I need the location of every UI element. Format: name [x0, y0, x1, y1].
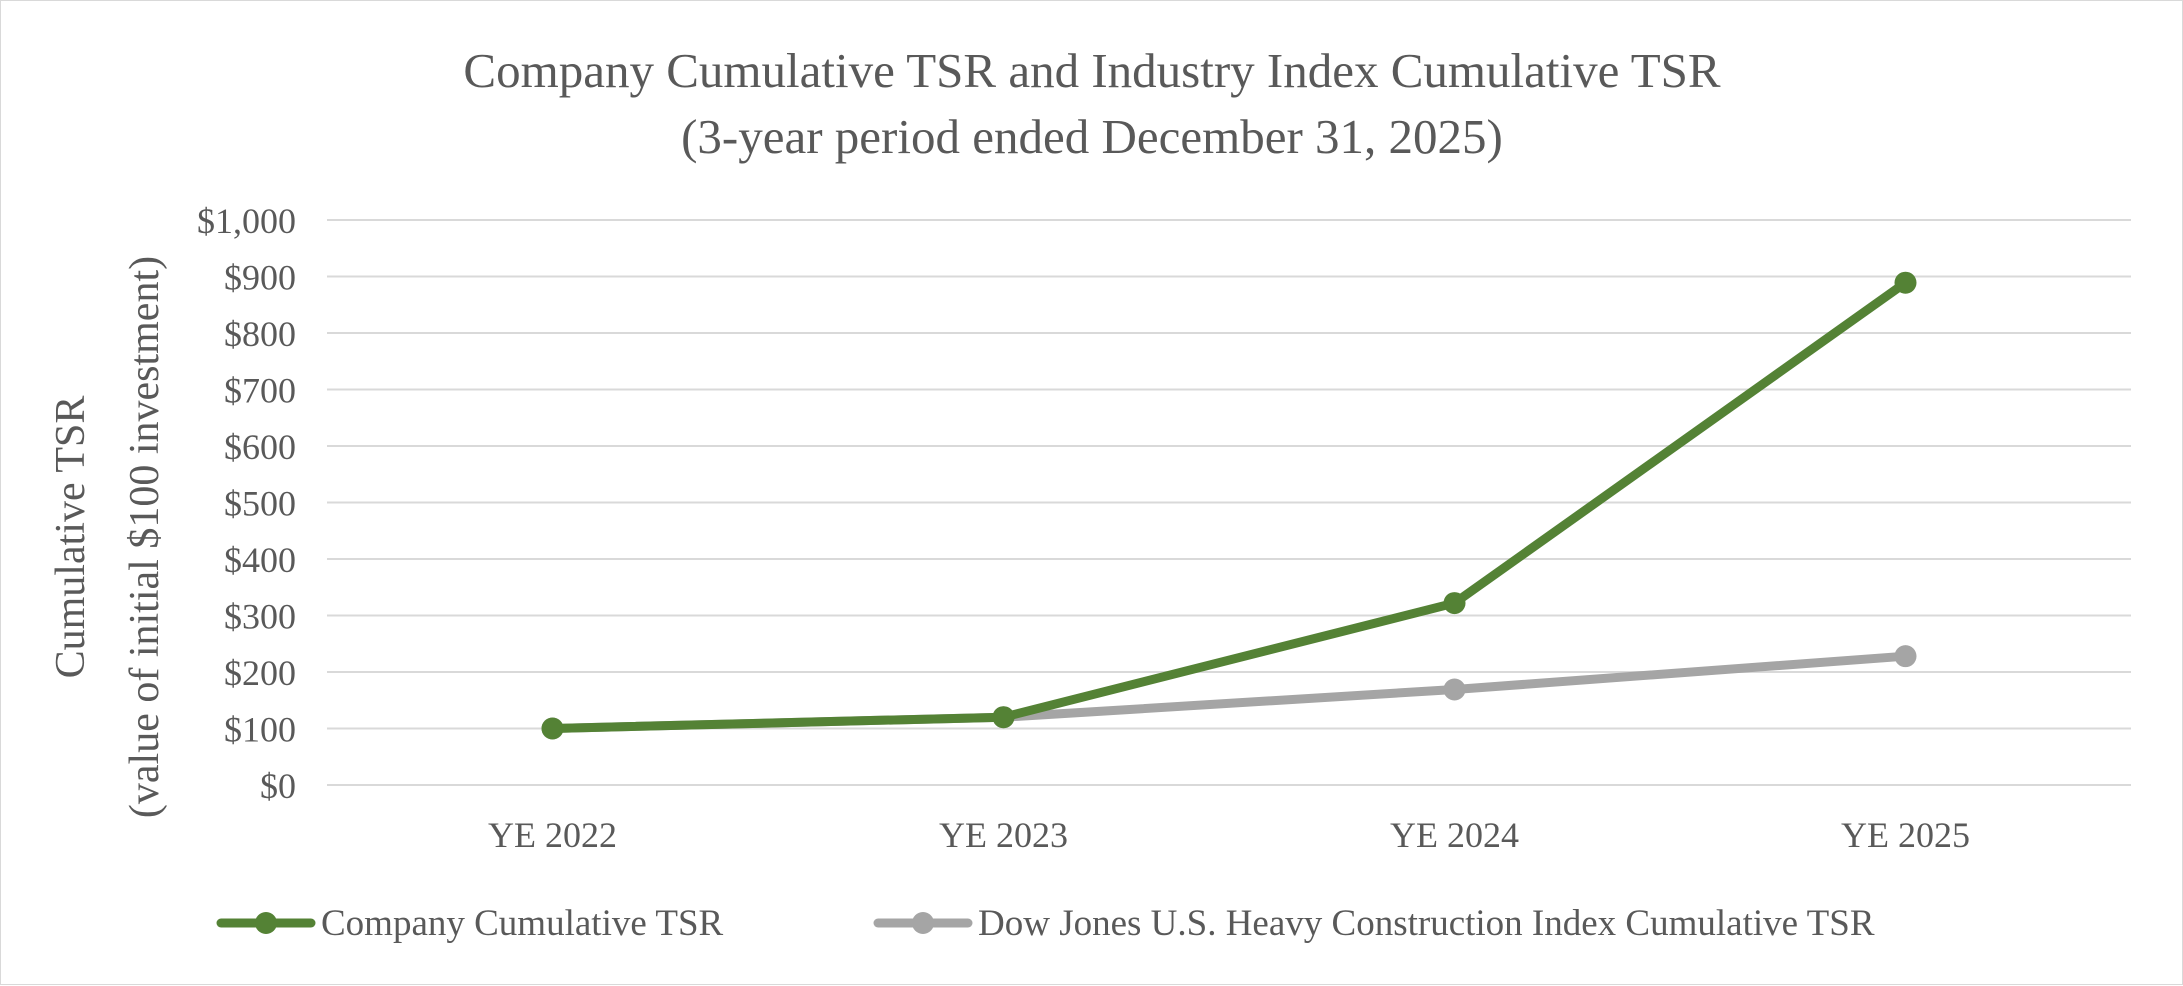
y-tick-label: $400	[224, 540, 296, 580]
y-tick-label: $500	[224, 484, 296, 524]
y-tick-label: $300	[224, 597, 296, 637]
data-point	[541, 717, 564, 740]
y-tick-label: $900	[224, 258, 296, 298]
y-axis-label: Cumulative TSR	[48, 396, 94, 679]
x-tick-label: YE 2023	[939, 815, 1068, 855]
legend-marker	[912, 912, 934, 934]
x-tick-label: YE 2025	[1841, 815, 1970, 855]
y-tick-label: $600	[224, 427, 296, 467]
y-axis-title: Cumulative TSR (value of initial $100 in…	[48, 256, 168, 818]
data-point	[1443, 678, 1466, 701]
x-tick-label: YE 2022	[488, 815, 617, 855]
y-tick-label: $200	[224, 653, 296, 693]
data-point	[992, 706, 1015, 729]
series-layer	[541, 271, 1917, 740]
data-point	[1894, 645, 1917, 668]
legend-label: Company Cumulative TSR	[321, 903, 724, 944]
data-point	[1894, 271, 1917, 294]
data-point	[1443, 592, 1466, 615]
chart-subtitle: (3-year period ended December 31, 2025)	[681, 109, 1503, 164]
legend-label: Dow Jones U.S. Heavy Construction Index …	[978, 903, 1875, 944]
x-tick-label: YE 2024	[1390, 815, 1519, 855]
legend: Company Cumulative TSR Dow Jones U.S. Hea…	[216, 903, 1875, 944]
y-tick-label: $700	[224, 371, 296, 411]
y-axis-sublabel: (value of initial $100 investment)	[122, 256, 168, 818]
series-line	[548, 278, 1910, 733]
x-axis-ticks: YE 2022 YE 2023 YE 2024 YE 2025	[488, 815, 1970, 855]
legend-marker	[255, 912, 277, 934]
y-tick-label: $800	[224, 314, 296, 354]
y-tick-label: $100	[224, 710, 296, 750]
legend-item: Company Cumulative TSR	[216, 903, 724, 944]
series-line	[548, 651, 1910, 733]
y-axis-ticks: $0 $100 $200 $300 $400 $500 $600 $700 $800 $900 $1…	[197, 201, 296, 806]
legend-item: Dow Jones U.S. Heavy Construction Index …	[873, 903, 1875, 944]
chart-title: Company Cumulative TSR and Industry Inde…	[463, 43, 1720, 98]
series-0	[541, 271, 1917, 740]
y-tick-label: $1,000	[197, 201, 296, 241]
y-tick-label: $0	[260, 766, 296, 806]
